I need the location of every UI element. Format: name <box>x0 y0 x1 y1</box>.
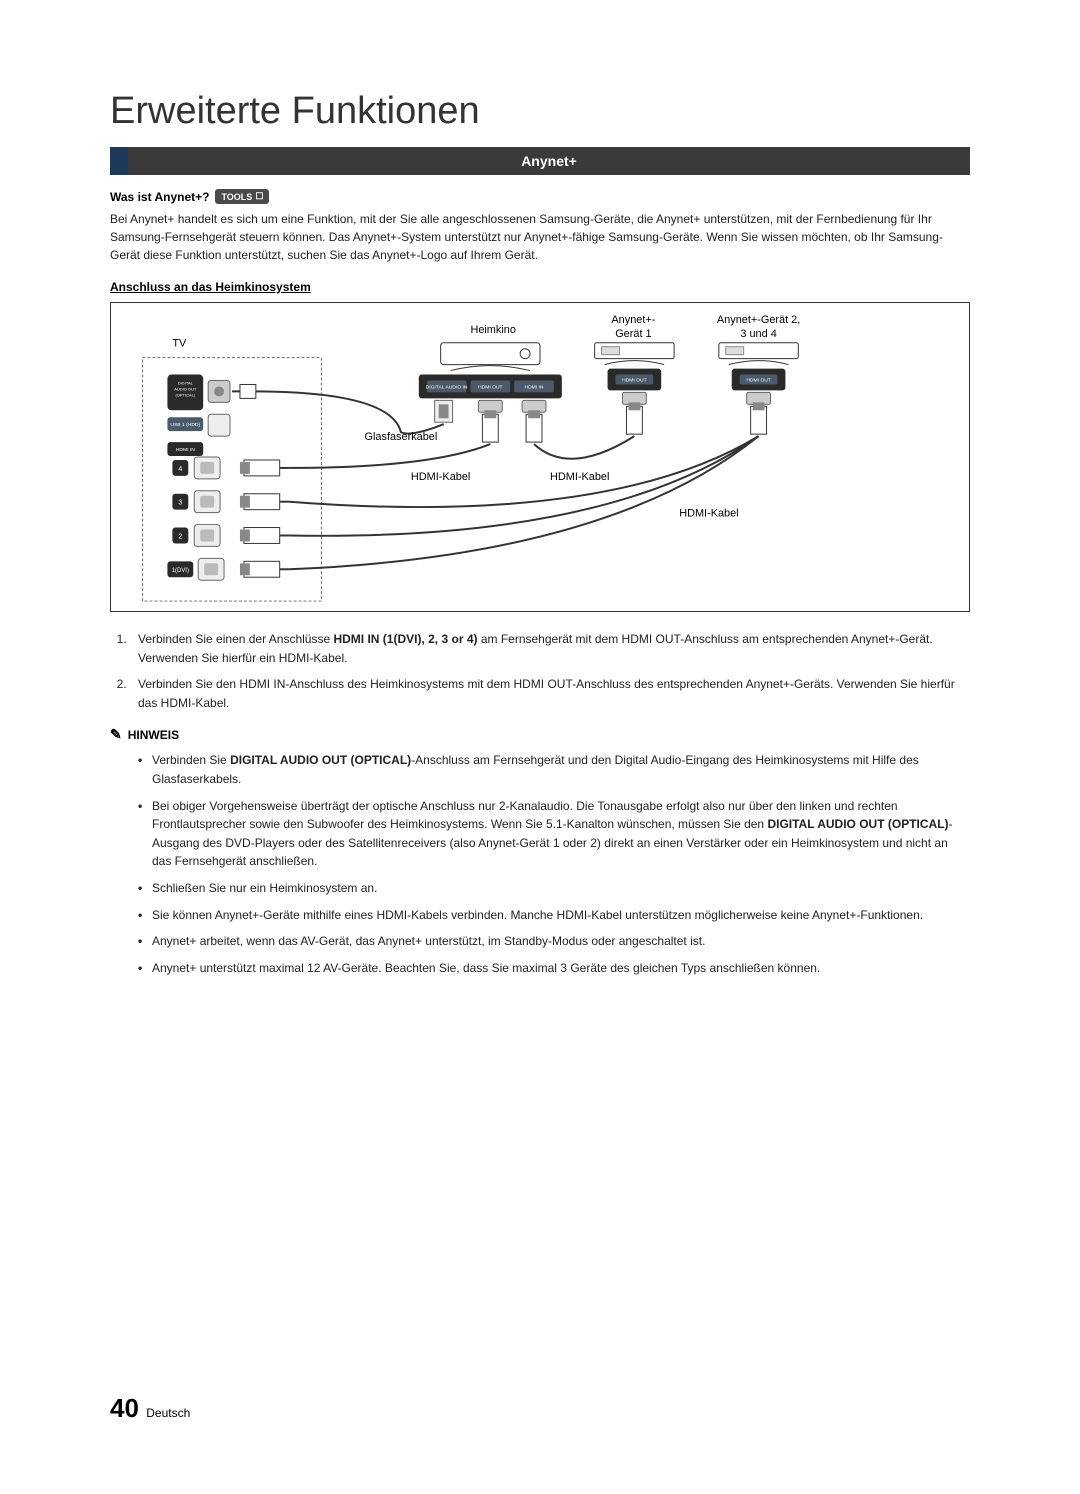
note-item-1: Bei obiger Vorgehensweise überträgt der … <box>138 797 970 871</box>
svg-text:3 und 4: 3 und 4 <box>740 328 776 340</box>
tools-icon: ☐ <box>255 191 263 202</box>
step-1-pre: Verbinden Sie einen der Anschlüsse <box>138 632 333 646</box>
diagram-svg: TV DIGITAL AUDIO OUT (OPTICAL) USB 1 (HD… <box>111 303 969 611</box>
connection-diagram: TV DIGITAL AUDIO OUT (OPTICAL) USB 1 (HD… <box>110 302 970 612</box>
svg-text:Heimkino: Heimkino <box>470 324 515 336</box>
svg-text:USB 1 (HDD): USB 1 (HDD) <box>170 422 200 428</box>
steps-list: Verbinden Sie einen der Anschlüsse HDMI … <box>130 630 970 712</box>
tv-hdmi-plug-1 <box>240 561 290 577</box>
svg-text:Gerät 1: Gerät 1 <box>615 328 651 340</box>
svg-text:DIGITAL AUDIO IN: DIGITAL AUDIO IN <box>426 384 468 390</box>
svg-text:Anynet+-: Anynet+- <box>611 314 655 326</box>
svg-text:HDMI-Kabel: HDMI-Kabel <box>411 471 470 483</box>
notes-list: Verbinden Sie DIGITAL AUDIO OUT (OPTICAL… <box>138 751 970 977</box>
subheading-text: Was ist Anynet+? <box>110 190 209 204</box>
page-footer: 40 Deutsch <box>110 1393 190 1424</box>
heimkino-device <box>441 343 540 365</box>
note-heading: ✎ HINWEIS <box>110 726 970 743</box>
svg-text:(OPTICAL): (OPTICAL) <box>175 392 195 397</box>
svg-text:1(DVI): 1(DVI) <box>172 568 189 574</box>
step-2: Verbinden Sie den HDMI IN-Anschluss des … <box>130 675 970 712</box>
note-item-3: Sie können Anynet+-Geräte mithilfe eines… <box>138 906 970 925</box>
tv-hdmi-port-3: 3 <box>172 491 220 513</box>
tv-hdmi-plug-4 <box>240 460 290 476</box>
note-item-2: Schließen Sie nur ein Heimkinosystem an. <box>138 879 970 898</box>
step-2-pre: Verbinden Sie den HDMI IN-Anschluss des … <box>138 677 955 710</box>
tv-hdmi-port-1dvi: 1(DVI) <box>167 558 224 580</box>
note-item-5: Anynet+ unterstützt maximal 12 AV-Geräte… <box>138 959 970 978</box>
hdmi-cable-1 <box>290 444 491 468</box>
step-1: Verbinden Sie einen der Anschlüsse HDMI … <box>130 630 970 667</box>
svg-text:AUDIO OUT: AUDIO OUT <box>174 386 197 391</box>
page-title: Erweiterte Funktionen <box>110 90 970 133</box>
page-lang: Deutsch <box>146 1406 190 1420</box>
svg-text:HDMI-Kabel: HDMI-Kabel <box>679 508 738 520</box>
svg-text:3: 3 <box>178 500 182 507</box>
tv-hdmi-port-2: 2 <box>172 525 220 547</box>
step-1-bold: HDMI IN (1(DVI), 2, 3 or 4) <box>333 632 477 646</box>
svg-text:2: 2 <box>178 533 182 540</box>
svg-text:HDMI OUT: HDMI OUT <box>746 377 771 383</box>
svg-text:4: 4 <box>178 466 182 473</box>
connection-heading: Anschluss an das Heimkinosystem <box>110 280 970 294</box>
tv-hdmi-port-4: 4 <box>172 457 220 479</box>
hdmi-cable-3a <box>290 436 759 507</box>
note-label: HINWEIS <box>128 728 179 742</box>
note-icon: ✎ <box>110 726 122 743</box>
heimkino-bracket <box>451 366 530 371</box>
tv-label: TV <box>172 338 187 350</box>
tv-hdmi-plug-2 <box>240 528 290 544</box>
hdmi-cable-3b <box>290 436 759 536</box>
glasfaser-cable <box>232 391 444 433</box>
svg-text:Anynet+-Gerät 2,: Anynet+-Gerät 2, <box>717 314 800 326</box>
svg-text:HDMI OUT: HDMI OUT <box>478 384 503 390</box>
svg-text:HDMI OUT: HDMI OUT <box>622 377 647 383</box>
note-item-0: Verbinden Sie DIGITAL AUDIO OUT (OPTICAL… <box>138 751 970 788</box>
tools-badge-label: TOOLS <box>221 192 252 202</box>
svg-text:Glasfaserkabel: Glasfaserkabel <box>365 431 438 443</box>
svg-text:HDMI IN: HDMI IN <box>176 447 195 453</box>
intro-paragraph: Bei Anynet+ handelt es sich um eine Funk… <box>110 210 970 264</box>
hdmi-cable-2 <box>534 436 634 459</box>
svg-text:HDMI-Kabel: HDMI-Kabel <box>550 471 609 483</box>
tools-badge: TOOLS ☐ <box>215 189 269 204</box>
section-header: Anynet+ <box>110 147 970 175</box>
svg-text:DIGITAL: DIGITAL <box>178 380 194 385</box>
svg-text:HDMI IN: HDMI IN <box>525 384 544 390</box>
note-item-4: Anynet+ arbeitet, wenn das AV-Gerät, das… <box>138 932 970 951</box>
subheading-row: Was ist Anynet+? TOOLS ☐ <box>110 189 970 204</box>
tv-hdmi-plug-3 <box>240 494 290 510</box>
document-page: Erweiterte Funktionen Anynet+ Was ist An… <box>0 0 1080 1025</box>
page-number: 40 <box>110 1393 139 1423</box>
